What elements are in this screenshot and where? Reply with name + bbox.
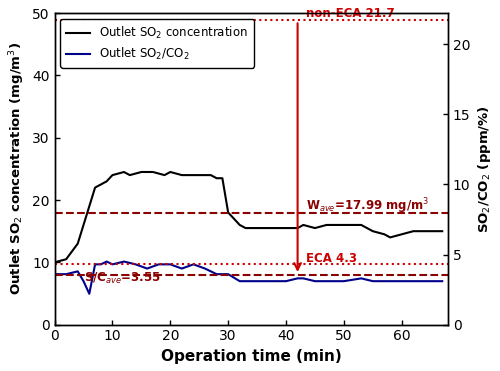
Outlet SO$_2$/CO$_2$ <box>236 279 242 283</box>
Outlet SO$_2$/CO$_2$ <box>225 272 231 276</box>
Outlet SO$_2$/CO$_2$ <box>312 279 318 283</box>
Outlet SO$_2$ concentration <box>138 170 144 174</box>
Y-axis label: SO$_2$/CO$_2$ (ppm/%): SO$_2$/CO$_2$ (ppm/%) <box>476 105 493 233</box>
Outlet SO$_2$/CO$_2$ <box>416 279 422 283</box>
Legend: Outlet SO$_2$ concentration, Outlet SO$_2$/CO$_2$: Outlet SO$_2$ concentration, Outlet SO$_… <box>60 19 254 68</box>
Outlet SO$_2$ concentration <box>121 170 127 174</box>
Outlet SO$_2$ concentration <box>382 232 388 237</box>
Outlet SO$_2$/CO$_2$ <box>156 262 162 267</box>
Outlet SO$_2$ concentration <box>398 232 404 237</box>
Outlet SO$_2$/CO$_2$ <box>260 279 266 283</box>
Outlet SO$_2$/CO$_2$ <box>324 279 330 283</box>
Outlet SO$_2$/CO$_2$ <box>410 279 416 283</box>
Outlet SO$_2$/CO$_2$ <box>74 269 80 273</box>
Outlet SO$_2$/CO$_2$ <box>439 279 445 283</box>
Outlet SO$_2$/CO$_2$ <box>179 266 185 271</box>
Line: Outlet SO$_2$/CO$_2$: Outlet SO$_2$/CO$_2$ <box>54 262 442 294</box>
Outlet SO$_2$/CO$_2$ <box>86 292 92 296</box>
Outlet SO$_2$ concentration <box>150 170 156 174</box>
Outlet SO$_2$/CO$_2$ <box>341 279 347 283</box>
Outlet SO$_2$ concentration <box>236 223 242 227</box>
Outlet SO$_2$/CO$_2$ <box>110 262 116 267</box>
Outlet SO$_2$ concentration <box>341 223 347 227</box>
Outlet SO$_2$ concentration <box>370 229 376 233</box>
Outlet SO$_2$ concentration <box>387 235 393 240</box>
Outlet SO$_2$ concentration <box>300 223 306 227</box>
Outlet SO$_2$/CO$_2$ <box>248 279 254 283</box>
Outlet SO$_2$/CO$_2$ <box>370 279 376 283</box>
Outlet SO$_2$ concentration <box>358 223 364 227</box>
Outlet SO$_2$/CO$_2$ <box>382 279 388 283</box>
Outlet SO$_2$ concentration <box>208 173 214 177</box>
Outlet SO$_2$ concentration <box>416 229 422 233</box>
Outlet SO$_2$ concentration <box>190 173 196 177</box>
Outlet SO$_2$ concentration <box>162 173 168 177</box>
Outlet SO$_2$/CO$_2$ <box>104 259 110 264</box>
Outlet SO$_2$ concentration <box>202 173 208 177</box>
Outlet SO$_2$ concentration <box>184 173 190 177</box>
Outlet SO$_2$/CO$_2$ <box>132 262 138 267</box>
Text: non-ECA 21.7: non-ECA 21.7 <box>306 7 395 20</box>
Outlet SO$_2$ concentration <box>110 173 116 177</box>
Outlet SO$_2$ concentration <box>214 176 220 180</box>
Outlet SO$_2$ concentration <box>242 226 248 230</box>
Outlet SO$_2$/CO$_2$ <box>283 279 289 283</box>
Outlet SO$_2$/CO$_2$ <box>92 262 98 267</box>
Outlet SO$_2$/CO$_2$ <box>144 266 150 271</box>
Outlet SO$_2$ concentration <box>196 173 202 177</box>
Outlet SO$_2$/CO$_2$ <box>294 276 300 280</box>
Outlet SO$_2$ concentration <box>428 229 434 233</box>
Outlet SO$_2$/CO$_2$ <box>80 279 86 283</box>
Outlet SO$_2$ concentration <box>179 173 185 177</box>
X-axis label: Operation time (min): Operation time (min) <box>161 349 342 364</box>
Outlet SO$_2$ concentration <box>439 229 445 233</box>
Outlet SO$_2$/CO$_2$ <box>121 259 127 264</box>
Line: Outlet SO$_2$ concentration: Outlet SO$_2$ concentration <box>54 172 442 262</box>
Outlet SO$_2$ concentration <box>225 210 231 215</box>
Outlet SO$_2$ concentration <box>294 226 300 230</box>
Text: ECA 4.3: ECA 4.3 <box>306 253 358 266</box>
Outlet SO$_2$/CO$_2$ <box>63 272 69 276</box>
Outlet SO$_2$ concentration <box>74 242 80 246</box>
Outlet SO$_2$/CO$_2$ <box>398 279 404 283</box>
Outlet SO$_2$/CO$_2$ <box>387 279 393 283</box>
Outlet SO$_2$ concentration <box>127 173 133 177</box>
Outlet SO$_2$ concentration <box>231 217 237 221</box>
Outlet SO$_2$ concentration <box>104 179 110 184</box>
Outlet SO$_2$ concentration <box>92 186 98 190</box>
Outlet SO$_2$ concentration <box>312 226 318 230</box>
Outlet SO$_2$/CO$_2$ <box>272 279 278 283</box>
Outlet SO$_2$ concentration <box>220 176 226 180</box>
Outlet SO$_2$/CO$_2$ <box>202 266 208 271</box>
Outlet SO$_2$/CO$_2$ <box>358 276 364 280</box>
Outlet SO$_2$ concentration <box>324 223 330 227</box>
Outlet SO$_2$/CO$_2$ <box>300 276 306 280</box>
Outlet SO$_2$/CO$_2$ <box>190 262 196 267</box>
Text: S/C$_{ave}$=3.55: S/C$_{ave}$=3.55 <box>84 271 160 286</box>
Outlet SO$_2$/CO$_2$ <box>428 279 434 283</box>
Outlet SO$_2$/CO$_2$ <box>52 272 58 276</box>
Text: W$_{ave}$=17.99 mg/m$^3$: W$_{ave}$=17.99 mg/m$^3$ <box>306 196 430 216</box>
Outlet SO$_2$ concentration <box>410 229 416 233</box>
Outlet SO$_2$ concentration <box>168 170 173 174</box>
Outlet SO$_2$ concentration <box>52 260 58 265</box>
Outlet SO$_2$/CO$_2$ <box>168 262 173 267</box>
Outlet SO$_2$/CO$_2$ <box>214 272 220 276</box>
Outlet SO$_2$ concentration <box>80 223 86 227</box>
Outlet SO$_2$ concentration <box>63 257 69 262</box>
Y-axis label: Outlet SO$_2$ concentration (mg/m$^3$): Outlet SO$_2$ concentration (mg/m$^3$) <box>7 42 26 295</box>
Outlet SO$_2$/CO$_2$ <box>98 262 104 267</box>
